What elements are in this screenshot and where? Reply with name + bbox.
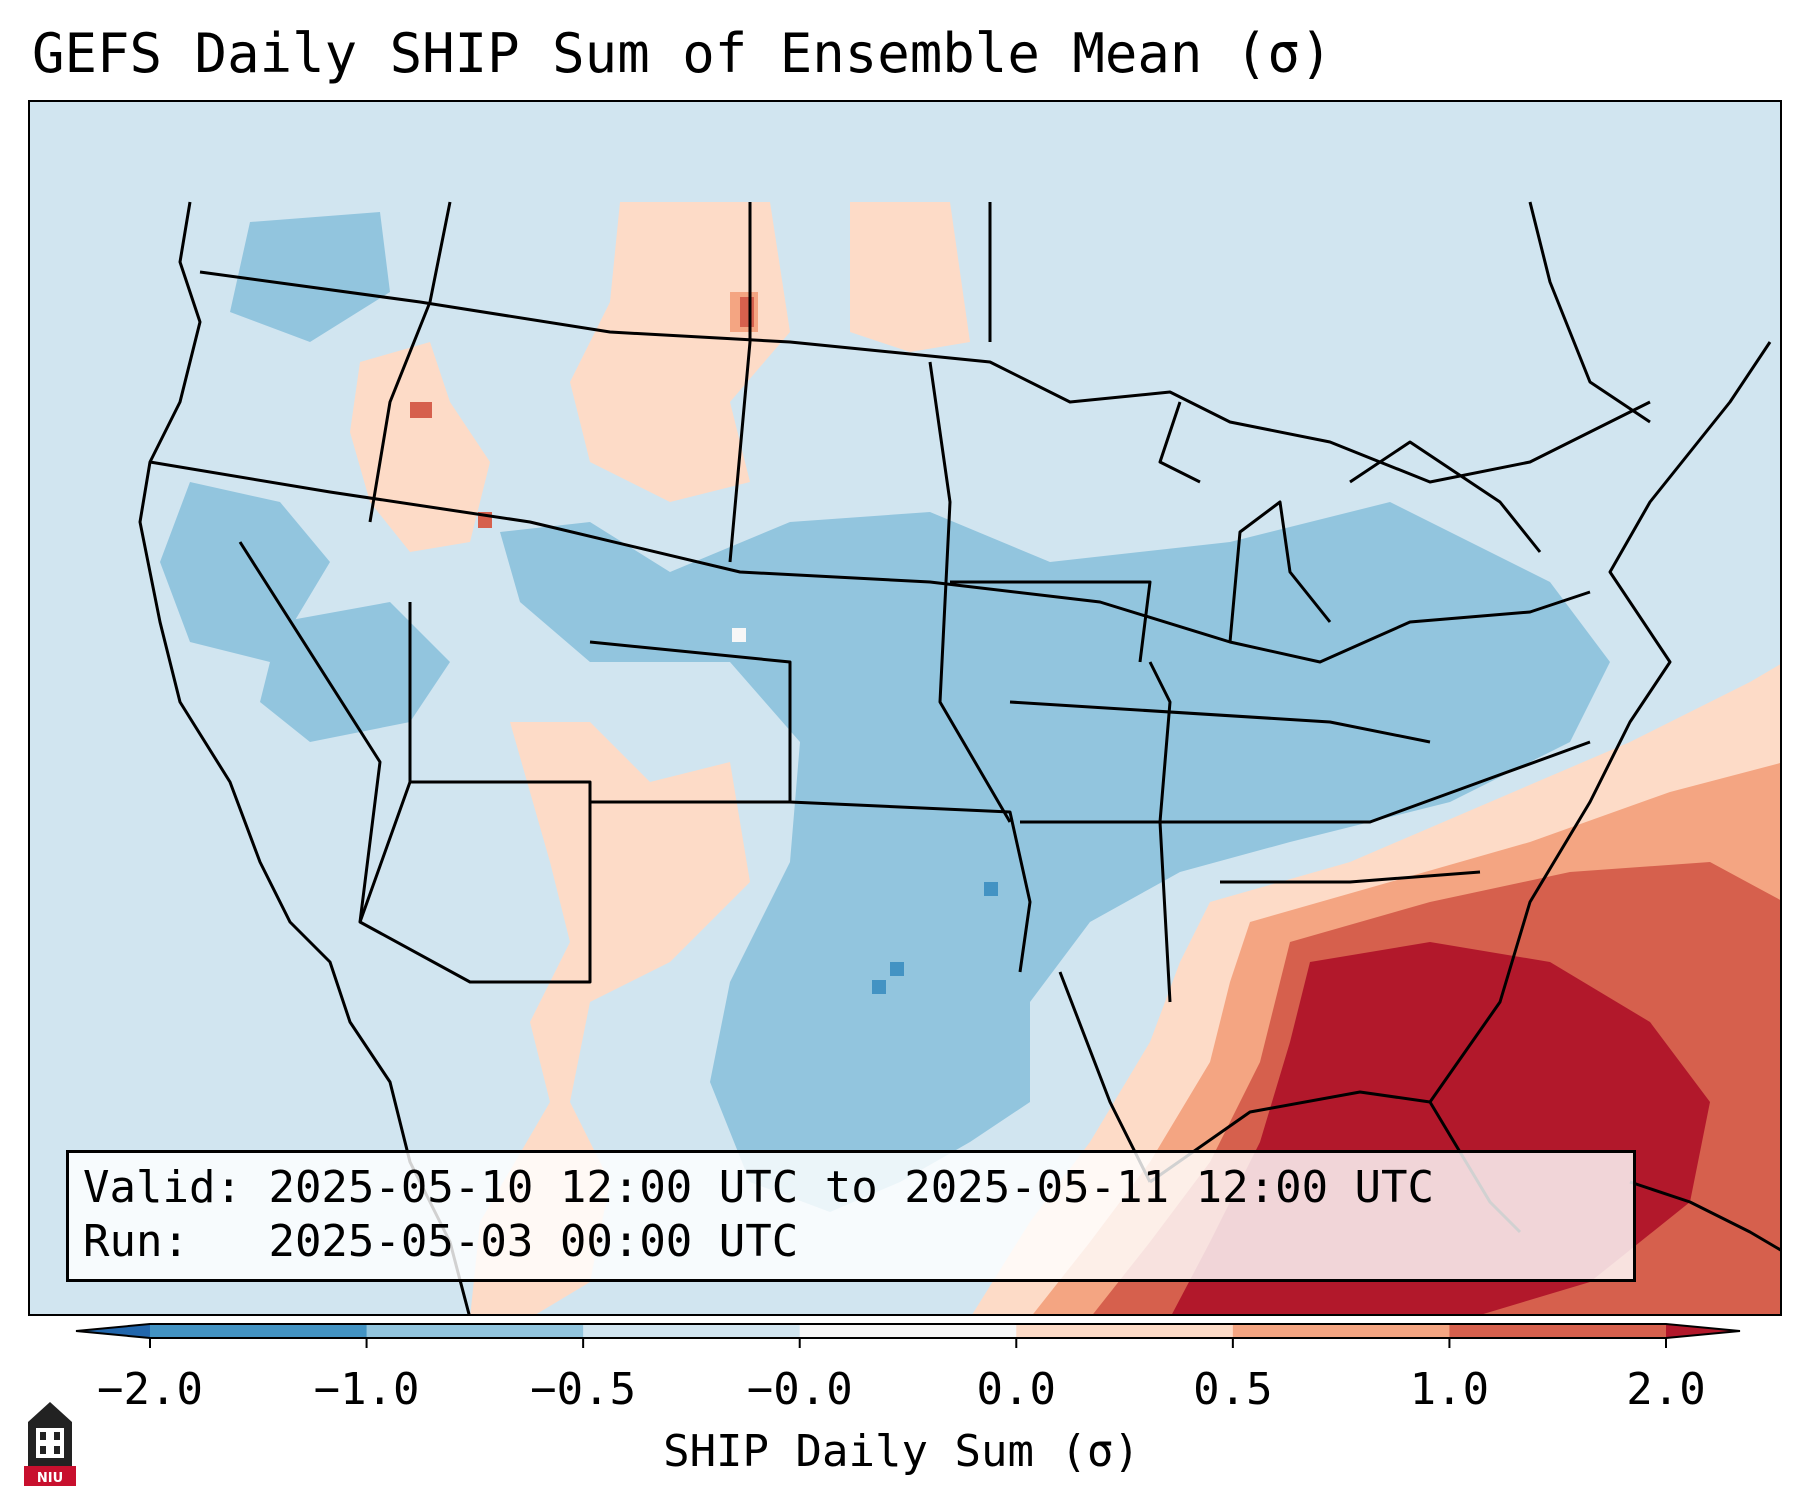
colorbar-bin (1232, 1324, 1450, 1338)
colorbar-tick-label: −0.0 (746, 1364, 853, 1415)
run-label: Run: (83, 1216, 189, 1267)
neutral-spot (732, 628, 746, 642)
colorbar-tick-label: 0.5 (1193, 1364, 1273, 1415)
colorbar-underflow-triangle (76, 1324, 150, 1338)
colorbar-tick-label: 1.0 (1409, 1364, 1490, 1415)
colorbar-label: SHIP Daily Sum (σ) (663, 1426, 1140, 1477)
valid-label: Valid: (83, 1162, 242, 1213)
colorbar-bin (150, 1324, 368, 1338)
colorbar (75, 1323, 1741, 1348)
colorbar-bin (583, 1324, 801, 1338)
colorbar-bin (799, 1324, 1017, 1338)
valid-time-range: 2025-05-10 12:00 UTC to 2025-05-11 12:00… (268, 1162, 1435, 1213)
niu-logo: NIU (24, 1402, 76, 1486)
map-panel (28, 100, 1782, 1316)
negative-anomaly-region (500, 502, 1610, 1212)
logo-text: NIU (37, 1471, 63, 1486)
colorbar-tick-label: −1.0 (313, 1364, 420, 1415)
chart-title: GEFS Daily SHIP Sum of Ensemble Mean (σ) (32, 22, 1333, 85)
map-canvas (138, 201, 1780, 1314)
strong-negative-spot (890, 962, 904, 976)
colorbar-tick-label: 0.0 (976, 1364, 1057, 1415)
colorbar-bin (366, 1324, 584, 1338)
run-time: 2025-05-03 00:00 UTC (268, 1216, 799, 1267)
colorbar-bin (1016, 1324, 1234, 1338)
positive-anomaly-spot (410, 402, 432, 418)
positive-anomaly-north-2 (850, 202, 970, 352)
positive-anomaly-spot (740, 297, 754, 327)
colorbar-tick-label: −2.0 (97, 1364, 203, 1415)
positive-anomaly-north (570, 202, 790, 502)
colorbar-tick-label: −0.5 (530, 1364, 637, 1415)
strong-negative-spot (872, 980, 886, 994)
negative-anomaly-northwest (160, 212, 390, 662)
strong-negative-spot (984, 882, 998, 896)
coastline-and-borders (138, 201, 1780, 1314)
negative-anomaly-west (260, 602, 450, 742)
colorbar-overflow-triangle (1666, 1324, 1740, 1338)
colorbar-bin (1449, 1324, 1667, 1338)
validity-info-box: Valid: 2025-05-10 12:00 UTC to 2025-05-1… (66, 1150, 1636, 1282)
colorbar-tick-label: 2.0 (1626, 1364, 1706, 1415)
